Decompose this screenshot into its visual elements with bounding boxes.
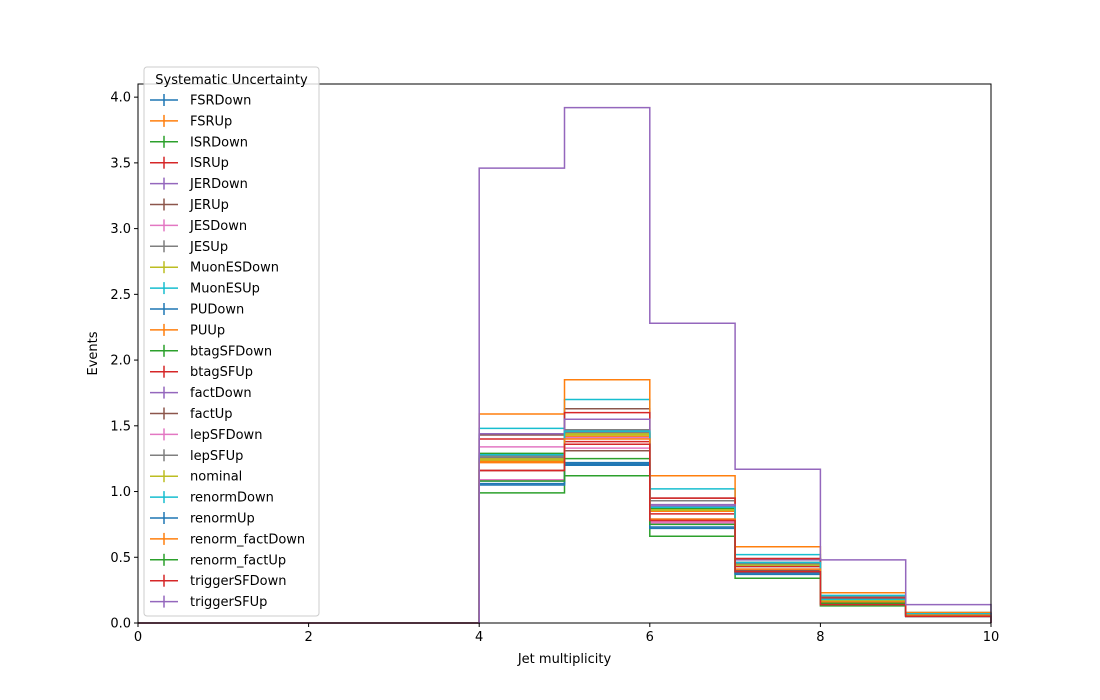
legend-label: MuonESUp bbox=[190, 282, 260, 297]
y-tick-label: 1.0 bbox=[110, 485, 131, 500]
x-tick-label: 10 bbox=[983, 630, 1000, 645]
legend-label: PUDown bbox=[190, 303, 244, 318]
legend-label: FSRUp bbox=[190, 114, 232, 129]
legend-label: JERDown bbox=[189, 177, 248, 192]
legend-label: ISRUp bbox=[190, 156, 229, 171]
legend-label: ISRDown bbox=[190, 135, 248, 150]
y-tick-label: 3.5 bbox=[110, 156, 131, 171]
y-tick-label: 3.0 bbox=[110, 222, 131, 237]
legend-label: renormDown bbox=[190, 491, 274, 506]
x-tick-label: 8 bbox=[816, 630, 824, 645]
x-tick-label: 6 bbox=[646, 630, 654, 645]
legend-label: JESUp bbox=[189, 240, 228, 255]
x-axis: 0 2 4 6 8 10 bbox=[134, 623, 999, 645]
legend-box bbox=[143, 66, 320, 617]
y-axis-title: Events bbox=[86, 331, 101, 375]
legend-label: MuonESDown bbox=[190, 261, 279, 276]
legend-label: nominal bbox=[190, 470, 242, 485]
axes-frame bbox=[137, 83, 992, 624]
y-tick-label: 0.5 bbox=[110, 551, 131, 566]
legend: Systematic Uncertainty FSRDown FSRUp ISRDo… bbox=[143, 66, 320, 617]
legend-label: factDown bbox=[190, 386, 252, 401]
y-tick-label: 1.5 bbox=[110, 419, 131, 434]
legend-label: lepSFDown bbox=[190, 428, 262, 443]
y-tick-label: 4.0 bbox=[110, 91, 131, 106]
y-tick-label: 2.0 bbox=[110, 354, 131, 369]
legend-label: FSRDown bbox=[190, 94, 251, 109]
x-axis-title: Jet multiplicity bbox=[517, 652, 612, 667]
x-tick-label: 4 bbox=[475, 630, 483, 645]
y-tick-label: 2.5 bbox=[110, 288, 131, 303]
legend-label: JESDown bbox=[189, 219, 247, 234]
legend-label: renormUp bbox=[190, 512, 255, 527]
legend-label: triggerSFUp bbox=[190, 595, 267, 610]
y-axis: 0.0 0.5 1.0 1.5 2.0 2.5 3.0 3.5 4.0 bbox=[110, 91, 138, 632]
legend-label: btagSFDown bbox=[190, 344, 272, 359]
legend-label: renorm_factUp bbox=[190, 553, 286, 568]
legend-label: PUUp bbox=[190, 323, 225, 338]
x-tick-label: 0 bbox=[134, 630, 142, 645]
legend-label: lepSFUp bbox=[190, 449, 243, 464]
legend-label: triggerSFDown bbox=[190, 574, 286, 589]
legend-label: factUp bbox=[190, 407, 233, 422]
legend-title: Systematic Uncertainty bbox=[155, 73, 308, 88]
legend-label: renorm_factDown bbox=[190, 532, 305, 547]
y-tick-label: 0.0 bbox=[110, 617, 131, 632]
legend-label: btagSFUp bbox=[190, 365, 253, 380]
x-tick-label: 2 bbox=[304, 630, 312, 645]
legend-label: JERUp bbox=[189, 198, 229, 213]
legend-items: FSRDown FSRUp ISRDown ISRUp JERDown JERUp JESD… bbox=[150, 94, 305, 610]
